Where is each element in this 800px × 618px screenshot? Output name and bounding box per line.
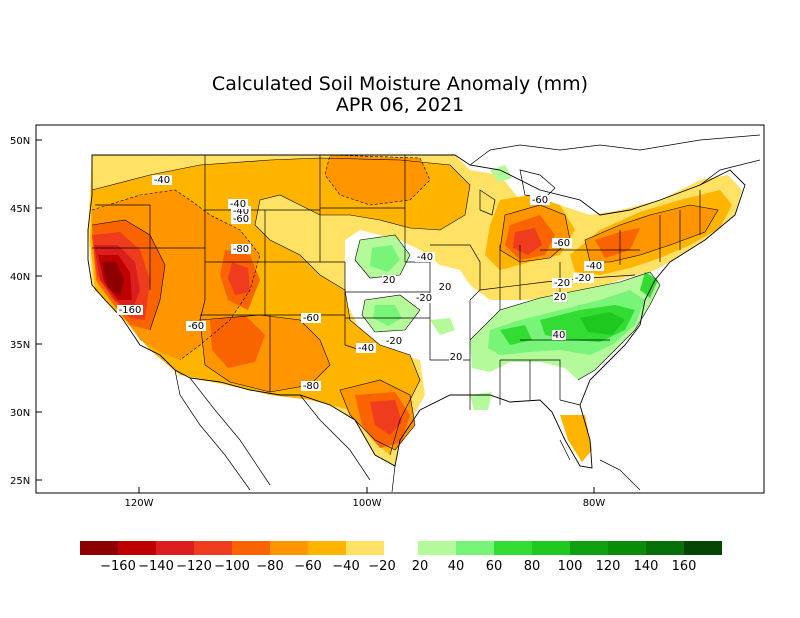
- contour-label: -60: [301, 313, 321, 324]
- contour-label: -40: [231, 206, 251, 217]
- colorbar-label: −20: [368, 559, 395, 574]
- colorbar-swatch-positive: [684, 541, 722, 555]
- lon-label-80w: 80W: [583, 498, 606, 509]
- colorbar-swatch-negative: [270, 541, 308, 555]
- svg-text:-40: -40: [358, 343, 374, 354]
- contour-label: -20: [552, 278, 572, 289]
- colorbar-swatch-positive: [456, 541, 494, 555]
- contour-label: -160: [117, 305, 143, 316]
- colorbar-label: 40: [448, 559, 465, 574]
- svg-text:-60: -60: [188, 321, 204, 332]
- svg-text:-40: -40: [586, 261, 602, 272]
- map-date: APR 06, 2021: [335, 94, 465, 116]
- lon-label-100w: 100W: [353, 498, 382, 509]
- contour-label: 20: [553, 292, 567, 303]
- colorbar-label: 20: [412, 559, 429, 574]
- contour-label: -40: [584, 261, 604, 272]
- contour-label: 20: [449, 352, 463, 363]
- svg-text:-40: -40: [233, 206, 249, 217]
- colorbar-label: −60: [294, 559, 321, 574]
- svg-text:-60: -60: [554, 238, 570, 249]
- contour-label: -20: [384, 336, 404, 347]
- colorbar-label: −140: [138, 559, 174, 574]
- svg-text:-160: -160: [119, 305, 142, 316]
- svg-text:-60: -60: [303, 313, 319, 324]
- colorbar-swatch-negative: [308, 541, 346, 555]
- lat-label-50n: 50N: [10, 136, 30, 147]
- colorbar-label: 60: [486, 559, 503, 574]
- svg-text:-20: -20: [386, 336, 402, 347]
- svg-text:-20: -20: [554, 278, 570, 289]
- lat-label-45n: 45N: [10, 204, 30, 215]
- contour-label: -80: [231, 244, 251, 255]
- colorbar-swatch-positive: [418, 541, 456, 555]
- colorbar-label: 160: [672, 559, 697, 574]
- lat-label-30n: 30N: [10, 408, 30, 419]
- contour-label: 20: [438, 282, 452, 293]
- colorbar-swatch-positive: [494, 541, 532, 555]
- svg-text:-40: -40: [417, 252, 433, 263]
- contour-label: 40: [552, 330, 566, 341]
- colorbar-label: −80: [256, 559, 283, 574]
- colorbar-label: 80: [524, 559, 541, 574]
- colorbar-label: −160: [100, 559, 136, 574]
- svg-text:-40: -40: [154, 175, 170, 186]
- contour-label: -20: [573, 273, 593, 284]
- colorbar-label: 120: [596, 559, 621, 574]
- coastline: [87, 154, 746, 469]
- colorbar-label: 140: [634, 559, 659, 574]
- colorbar-swatch-positive: [570, 541, 608, 555]
- colorbar-label: −100: [214, 559, 250, 574]
- lat-label-35n: 35N: [10, 340, 30, 351]
- colorbar-swatch-negative: [346, 541, 384, 555]
- contour-label: -60: [186, 321, 206, 332]
- contour-label: -60: [552, 238, 572, 249]
- dry-anomaly-fills: [88, 155, 742, 466]
- svg-text:-20: -20: [575, 273, 591, 284]
- contour-label: -40: [356, 343, 376, 354]
- contour-label: -40: [152, 175, 172, 186]
- contour-labels: -40-40-60-80-160-60-60-40-20-802020-2020…: [117, 175, 604, 392]
- colorbar-swatch-positive: [646, 541, 684, 555]
- svg-text:20: 20: [450, 352, 463, 363]
- map-frame: [35, 124, 765, 494]
- colorbar-swatch-negative: [118, 541, 156, 555]
- contour-label: -80: [301, 381, 321, 392]
- colorbar: −160 −140 −120 −100 −80 −60 −40 −20 20 40 60 80 100 1…: [80, 541, 722, 574]
- svg-text:40: 40: [553, 330, 566, 341]
- colorbar-label: 100: [558, 559, 583, 574]
- contour-label: -60: [530, 195, 550, 206]
- colorbar-swatch-positive: [532, 541, 570, 555]
- axis-ticks: [36, 139, 595, 493]
- contour-label: 20: [382, 275, 396, 286]
- svg-text:-60: -60: [532, 195, 548, 206]
- colorbar-swatch-positive: [608, 541, 646, 555]
- colorbar-swatch-negative: [156, 541, 194, 555]
- svg-text:20: 20: [383, 275, 396, 286]
- wet-anomaly-fills: [355, 165, 660, 410]
- svg-text:-20: -20: [416, 293, 432, 304]
- colorbar-swatch-negative: [232, 541, 270, 555]
- lon-label-120w: 120W: [125, 498, 154, 509]
- svg-text:-60: -60: [233, 214, 249, 225]
- contour-label: -60: [231, 214, 251, 225]
- colorbar-swatch-negative: [80, 541, 118, 555]
- svg-text:-80: -80: [233, 244, 249, 255]
- lat-label-40n: 40N: [10, 272, 30, 283]
- map-title: Calculated Soil Moisture Anomaly (mm): [211, 73, 589, 95]
- contour-label: -20: [414, 293, 434, 304]
- colorbar-label: −120: [176, 559, 212, 574]
- colorbar-swatch-negative: [194, 541, 232, 555]
- colorbar-label: −40: [332, 559, 359, 574]
- svg-text:-40: -40: [230, 199, 246, 210]
- svg-text:-80: -80: [303, 381, 319, 392]
- svg-text:20: 20: [554, 292, 567, 303]
- contour-label: -40: [415, 252, 435, 263]
- contour-label: -40: [228, 199, 248, 210]
- svg-text:20: 20: [439, 282, 452, 293]
- lat-label-25n: 25N: [10, 476, 30, 487]
- neighbor-outlines: [174, 134, 761, 493]
